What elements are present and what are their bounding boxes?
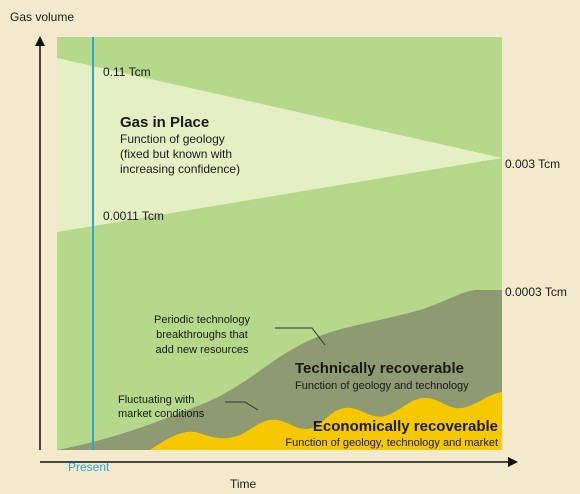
region-line: Function of geology, technology and mark…	[285, 437, 498, 449]
y-label: Gas volume	[10, 10, 74, 24]
note-line: add new resources	[156, 344, 249, 356]
annotation: 0.0003 Tcm	[505, 285, 567, 299]
x-label: Time	[230, 477, 257, 491]
note-line: market conditions	[118, 408, 205, 420]
note-line: breakthroughs that	[156, 329, 248, 341]
x-arrow	[508, 457, 518, 467]
note-line: Fluctuating with	[118, 394, 194, 406]
region-title: Technically recoverable	[295, 360, 464, 377]
region-line: (fixed but known with	[120, 147, 232, 161]
annotation: 0.003 Tcm	[505, 157, 560, 171]
present-label: Present	[68, 460, 110, 474]
annotation: 0.11 Tcm	[103, 65, 151, 79]
note-line: Periodic technology	[154, 314, 251, 326]
region-line: increasing confidence)	[120, 162, 240, 176]
region-title: Economically recoverable	[313, 418, 498, 435]
technically-recoverable-area	[57, 290, 502, 450]
region-line: Function of geology and technology	[295, 380, 469, 392]
region-title: Gas in Place	[120, 114, 209, 131]
annotation: 0.0011 Tcm	[103, 209, 164, 223]
gas-in-place-wedge	[57, 58, 502, 232]
leader-line	[225, 401, 259, 411]
economically-recoverable-area	[150, 392, 502, 450]
region-line: Function of geology	[120, 132, 225, 146]
y-arrow	[35, 36, 45, 46]
leader-line	[275, 327, 326, 346]
